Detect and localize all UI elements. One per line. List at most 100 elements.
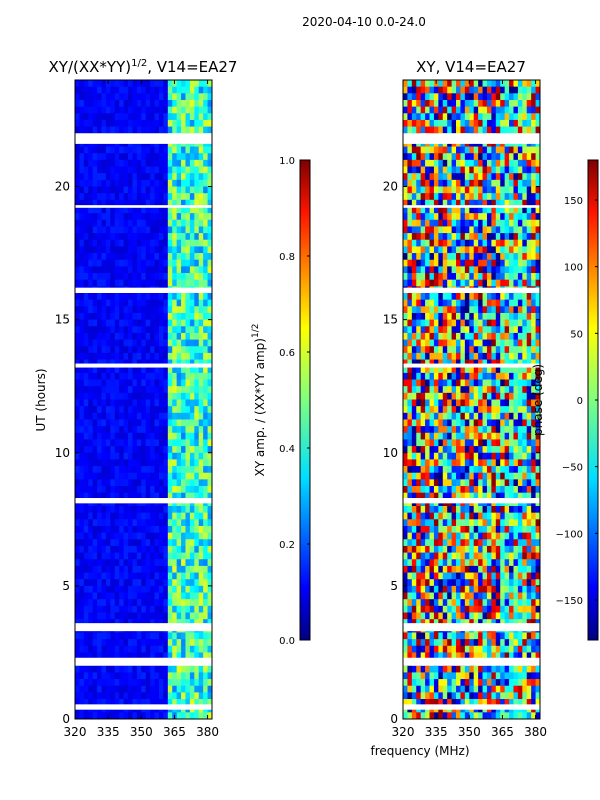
heatmap-cell bbox=[517, 219, 523, 227]
heatmap-cell bbox=[141, 559, 147, 567]
heatmap-cell bbox=[167, 186, 173, 194]
heatmap-cell bbox=[198, 339, 204, 347]
heatmap-cell bbox=[92, 293, 98, 301]
heatmap-cell bbox=[88, 339, 94, 347]
heatmap-cell bbox=[92, 565, 98, 573]
heatmap-cell bbox=[110, 193, 116, 201]
heatmap-cell bbox=[189, 492, 195, 500]
heatmap-cell bbox=[158, 492, 164, 500]
heatmap-cell bbox=[150, 432, 155, 440]
heatmap-cell bbox=[460, 452, 466, 460]
heatmap-cell bbox=[491, 459, 497, 467]
heatmap-cell bbox=[163, 605, 169, 613]
heatmap-cell bbox=[185, 399, 191, 407]
heatmap-cell bbox=[194, 366, 200, 374]
heatmap-cell bbox=[132, 366, 138, 374]
heatmap-cell bbox=[203, 645, 208, 653]
heatmap-cell bbox=[451, 406, 457, 414]
heatmap-cell bbox=[114, 80, 120, 88]
heatmap-cell bbox=[203, 679, 208, 687]
heatmap-cell bbox=[185, 279, 191, 287]
heatmap-cell bbox=[79, 599, 85, 607]
heatmap-cell bbox=[473, 279, 479, 287]
heatmap-cell bbox=[185, 179, 191, 187]
heatmap-cell bbox=[101, 372, 107, 380]
heatmap-cell bbox=[425, 246, 430, 254]
heatmap-cell bbox=[478, 386, 483, 394]
heatmap-cell bbox=[105, 612, 111, 620]
heatmap-cell bbox=[486, 199, 492, 207]
heatmap-cell bbox=[181, 326, 186, 334]
heatmap-cell bbox=[185, 692, 191, 700]
heatmap-cell bbox=[132, 273, 138, 281]
heatmap-cell bbox=[181, 712, 186, 719]
heatmap-cell bbox=[416, 372, 422, 380]
heatmap-cell bbox=[513, 419, 519, 427]
heatmap-cell bbox=[163, 652, 169, 660]
heatmap-cell bbox=[150, 692, 155, 700]
heatmap-cell bbox=[110, 539, 116, 547]
heatmap-cell bbox=[141, 486, 147, 494]
heatmap-cell bbox=[522, 253, 528, 261]
heatmap-cell bbox=[88, 459, 94, 467]
heatmap-cell bbox=[460, 113, 466, 121]
heatmap-cell bbox=[132, 159, 138, 167]
heatmap-cell bbox=[407, 206, 413, 214]
heatmap-cell bbox=[456, 486, 461, 494]
heatmap-cell bbox=[150, 126, 155, 134]
heatmap-cell bbox=[509, 366, 514, 374]
heatmap-cell bbox=[92, 199, 98, 207]
heatmap-cell bbox=[158, 233, 164, 241]
heatmap-cell bbox=[105, 332, 111, 340]
heatmap-cell bbox=[167, 479, 173, 487]
heatmap-cell bbox=[167, 179, 173, 187]
heatmap-cell bbox=[478, 113, 483, 121]
heatmap-cell bbox=[158, 246, 164, 254]
heatmap-cell bbox=[495, 359, 501, 367]
heatmap-cell bbox=[207, 619, 212, 627]
heatmap-cell bbox=[482, 312, 488, 321]
heatmap-cell bbox=[154, 80, 160, 88]
heatmap-cell bbox=[83, 233, 89, 241]
heatmap-cell bbox=[203, 599, 208, 607]
heatmap-cell bbox=[105, 379, 111, 387]
heatmap-cell bbox=[181, 439, 186, 447]
heatmap-cell bbox=[181, 126, 186, 134]
heatmap-cell bbox=[158, 579, 164, 587]
heatmap-cell bbox=[163, 585, 169, 593]
heatmap-cell bbox=[105, 466, 111, 474]
heatmap-cell bbox=[141, 399, 147, 407]
heatmap-cell bbox=[172, 492, 178, 500]
heatmap-cell bbox=[451, 472, 457, 480]
heatmap-cell bbox=[110, 699, 116, 707]
heatmap-cell bbox=[433, 266, 439, 274]
heatmap-cell bbox=[486, 246, 492, 254]
heatmap-cell bbox=[478, 459, 483, 467]
heatmap-cell bbox=[176, 645, 182, 653]
heatmap-cell bbox=[526, 352, 532, 360]
heatmap-cell bbox=[504, 239, 510, 247]
heatmap-cell bbox=[141, 639, 147, 647]
heatmap-cell bbox=[411, 492, 417, 500]
heatmap-cell bbox=[403, 352, 408, 360]
heatmap-cell bbox=[123, 93, 129, 101]
heatmap-cell bbox=[420, 119, 426, 127]
heatmap-cell bbox=[473, 193, 479, 201]
heatmap-cell bbox=[495, 113, 501, 121]
heatmap-cell bbox=[464, 246, 470, 254]
heatmap-cell bbox=[145, 632, 151, 640]
heatmap-cell bbox=[105, 545, 111, 553]
heatmap-cell bbox=[486, 492, 492, 500]
heatmap-cell bbox=[185, 632, 191, 640]
heatmap-cell bbox=[176, 679, 182, 687]
heatmap-cell bbox=[420, 399, 426, 407]
heatmap-cell bbox=[92, 339, 98, 347]
heatmap-cell bbox=[163, 665, 169, 673]
heatmap-cell bbox=[167, 459, 173, 467]
heatmap-cell bbox=[136, 472, 142, 480]
heatmap-cell bbox=[478, 426, 483, 434]
heatmap-cell bbox=[411, 439, 417, 447]
heatmap-cell bbox=[442, 372, 448, 380]
heatmap-cell bbox=[207, 126, 212, 134]
heatmap-cell bbox=[105, 479, 111, 487]
